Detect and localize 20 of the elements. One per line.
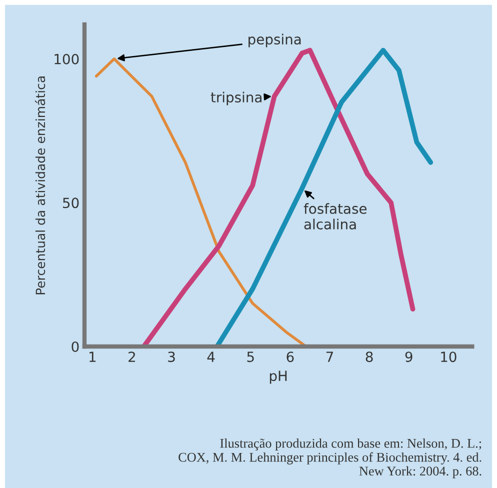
x-axis-title: pH (270, 370, 287, 384)
x-tick-label: 9 (405, 352, 412, 362)
y-axis-title: Percentual da atividade enzimática (34, 76, 46, 294)
y-tick-label: 100 (54, 54, 79, 64)
text: pepsina (248, 34, 301, 48)
x-tick-label: 4 (207, 352, 215, 362)
x-tick-label: 5 (247, 352, 254, 362)
x-tick-label: 6 (286, 352, 294, 362)
y-tick-label: 0 (72, 341, 79, 352)
y-tick-label: 50 (63, 198, 79, 208)
x-tick-label: 2 (128, 352, 135, 362)
x-tick-label: 3 (168, 352, 175, 362)
series-label: tripsina (210, 92, 262, 106)
series-label: fosfatase alcalina (304, 203, 367, 230)
x-tick-label: 7 (326, 352, 333, 362)
x-tick-label: 8 (366, 352, 373, 362)
x-tick-label: 10 (441, 352, 456, 362)
text: Ilustração produzida com base em: Nelson, D. L.; COX, M. M. Lehninger principles of Biochemistry. 4. ed. New York: 2004. p. 68. (178, 438, 482, 478)
line-series (141, 48, 416, 346)
x-tick-label: 1 (90, 352, 96, 362)
